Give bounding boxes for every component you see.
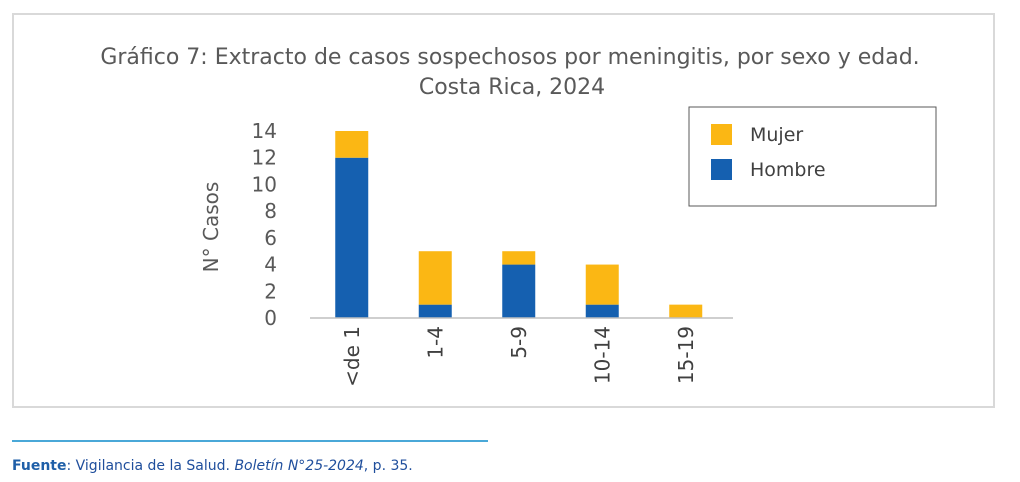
y-tick-label: 10 bbox=[252, 172, 277, 196]
y-tick-label: 6 bbox=[264, 226, 277, 250]
y-axis-title: N° Casos bbox=[199, 182, 223, 273]
source-divider bbox=[12, 440, 488, 442]
x-tick-label: 15-19 bbox=[674, 326, 698, 384]
legend: Mujer Hombre bbox=[688, 106, 937, 207]
legend-box bbox=[688, 106, 937, 207]
chart-title-line1: Gráfico 7: Extracto de casos sospechosos… bbox=[100, 45, 919, 70]
chart-title-line2: Costa Rica, 2024 bbox=[419, 75, 605, 100]
bar-mujer-0 bbox=[335, 131, 369, 158]
bar-hombre-2 bbox=[502, 264, 536, 318]
bar-hombre-3 bbox=[585, 304, 619, 318]
bar-mujer-4 bbox=[669, 304, 703, 318]
y-tick-label: 2 bbox=[264, 279, 277, 303]
y-tick-label: 4 bbox=[264, 253, 277, 277]
source-page: , p. 35. bbox=[363, 458, 413, 474]
x-tick-label: 1-4 bbox=[423, 326, 447, 359]
x-tick-label: 5-9 bbox=[507, 326, 531, 359]
chart-frame bbox=[12, 13, 995, 408]
bar-hombre-0 bbox=[335, 157, 369, 318]
legend-label-mujer: Mujer bbox=[750, 124, 803, 146]
chart: Gráfico 7: Extracto de casos sospechosos… bbox=[100, 45, 937, 387]
x-axis-labels: <de 1 1-4 5-9 10-14 15-19 bbox=[340, 326, 698, 387]
bar-hombre-1 bbox=[418, 304, 452, 318]
y-tick-label: 14 bbox=[252, 119, 277, 143]
bars bbox=[335, 131, 703, 318]
bar-mujer-1 bbox=[418, 251, 452, 305]
bar-mujer-3 bbox=[585, 264, 619, 305]
legend-swatch-mujer bbox=[711, 124, 732, 145]
y-tick-label: 8 bbox=[264, 199, 277, 223]
x-tick-label: 10-14 bbox=[590, 326, 614, 384]
source-bulletin: Boletín N°25-2024 bbox=[234, 458, 364, 474]
y-tick-label: 0 bbox=[264, 306, 277, 330]
bar-mujer-2 bbox=[502, 251, 536, 265]
source-text: : Vigilancia de la Salud. bbox=[66, 458, 235, 474]
legend-label-hombre: Hombre bbox=[750, 159, 826, 181]
y-tick-label: 12 bbox=[252, 146, 277, 170]
legend-swatch-hombre bbox=[711, 159, 732, 180]
source-label: Fuente bbox=[12, 458, 67, 474]
source-note: Fuente: Vigilancia de la Salud. Boletín … bbox=[12, 458, 413, 474]
x-tick-label: <de 1 bbox=[340, 326, 364, 387]
